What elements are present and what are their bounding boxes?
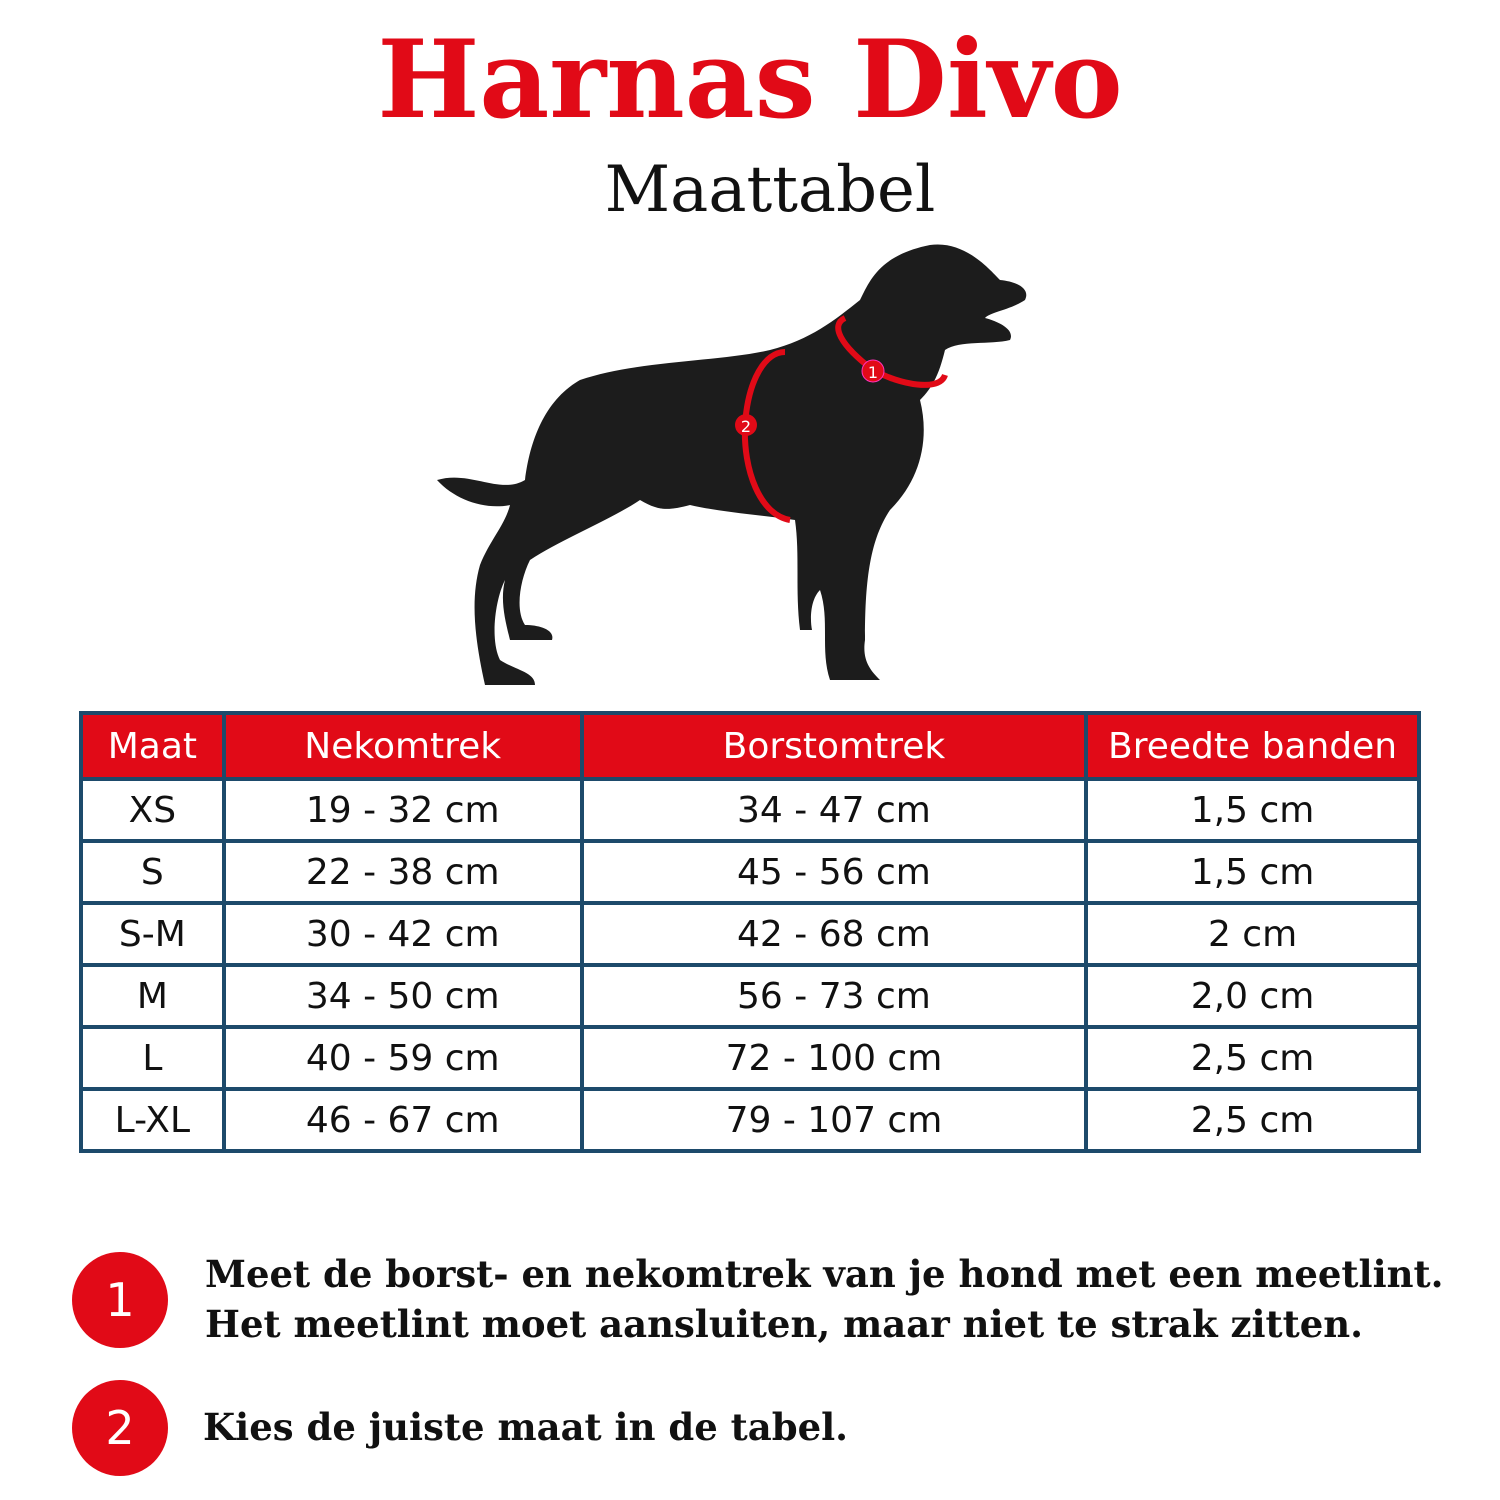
cell-breedte: 2 cm [1084,901,1421,967]
cell-nekomtrek: 40 - 59 cm [221,1025,584,1091]
column-header-breedte: Breedte banden [1084,711,1421,781]
column-header-maat: Maat [79,711,226,781]
cell-maat: L [79,1025,226,1091]
cell-nekomtrek: 19 - 32 cm [221,777,584,843]
table-header-row: Maat Nekomtrek Borstomtrek Breedte bande… [79,711,1421,781]
step-2-text: Kies de juiste maat in de tabel. [203,1405,849,1449]
cell-breedte: 2,0 cm [1084,963,1421,1029]
table-row: S-M 30 - 42 cm 42 - 68 cm 2 cm [79,901,1421,967]
cell-borstomtrek: 72 - 100 cm [579,1025,1089,1091]
table-row: S 22 - 38 cm 45 - 56 cm 1,5 cm [79,839,1421,905]
cell-breedte: 1,5 cm [1084,839,1421,905]
cell-borstomtrek: 45 - 56 cm [579,839,1089,905]
cell-maat: XS [79,777,226,843]
cell-borstomtrek: 42 - 68 cm [579,901,1089,967]
cell-maat: L-XL [79,1087,226,1153]
table-row: L 40 - 59 cm 72 - 100 cm 2,5 cm [79,1025,1421,1091]
cell-borstomtrek: 34 - 47 cm [579,777,1089,843]
step-2-badge: 2 [72,1380,168,1476]
cell-nekomtrek: 46 - 67 cm [221,1087,584,1153]
cell-borstomtrek: 79 - 107 cm [579,1087,1089,1153]
page-subtitle: Maattabel [604,153,936,227]
cell-breedte: 2,5 cm [1084,1087,1421,1153]
step-1: 1 Meet de borst- en nekomtrek van je hon… [72,1252,1444,1348]
step-1-line-2: Het meetlint moet aansluiten, maar niet … [205,1302,1364,1346]
cell-borstomtrek: 56 - 73 cm [579,963,1089,1029]
marker-1-label: 1 [868,363,878,382]
step-2: 2 Kies de juiste maat in de tabel. [72,1380,848,1476]
cell-breedte: 1,5 cm [1084,777,1421,843]
cell-maat: S [79,839,226,905]
step-1-badge: 1 [72,1252,168,1348]
cell-maat: S-M [79,901,226,967]
cell-nekomtrek: 34 - 50 cm [221,963,584,1029]
column-header-borstomtrek: Borstomtrek [579,711,1089,781]
size-table: Maat Nekomtrek Borstomtrek Breedte bande… [79,711,1421,1153]
cell-nekomtrek: 30 - 42 cm [221,901,584,967]
dog-measurement-illustration: 1 2 [437,244,1027,686]
page-title: Harnas Divo [377,17,1123,143]
step-1-text: Meet de borst- en nekomtrek van je hond … [205,1249,1444,1349]
cell-maat: M [79,963,226,1029]
marker-1 [861,359,885,383]
dog-silhouette [437,244,1027,686]
marker-2 [735,414,757,436]
table-row: XS 19 - 32 cm 34 - 47 cm 1,5 cm [79,777,1421,843]
column-header-nekomtrek: Nekomtrek [221,711,584,781]
table-row: L-XL 46 - 67 cm 79 - 107 cm 2,5 cm [79,1087,1421,1153]
step-1-line-1: Meet de borst- en nekomtrek van je hond … [205,1252,1444,1296]
marker-2-label: 2 [741,417,751,436]
table-row: M 34 - 50 cm 56 - 73 cm 2,0 cm [79,963,1421,1029]
cell-breedte: 2,5 cm [1084,1025,1421,1091]
cell-nekomtrek: 22 - 38 cm [221,839,584,905]
